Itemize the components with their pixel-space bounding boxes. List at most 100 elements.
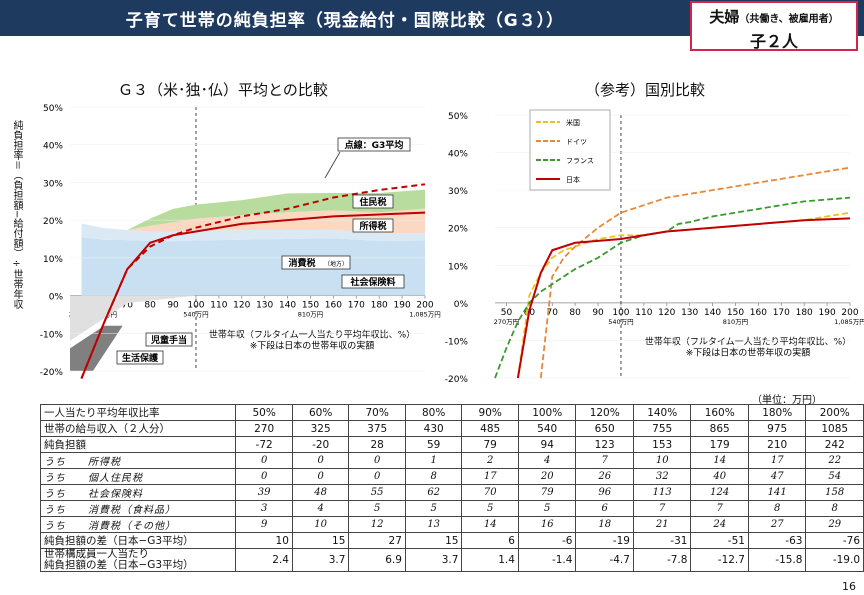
- table-cell: 20: [517, 468, 577, 485]
- data-table: 一人当たり平均年収比率 50% 60% 70% 80% 90% 100% 120% 140% 16…: [39, 404, 864, 572]
- right-x-tick-label: 150: [727, 308, 744, 318]
- left-chart: 50%40%30%20%10%0%-10%-20%506070809010011…: [40, 104, 864, 385]
- series-germany-line: [539, 166, 851, 379]
- right-x-tick-label: 190: [819, 308, 836, 318]
- consumption-tax-label-box: [281, 255, 351, 270]
- table-row: うち 社会保険料 39 48 55 62 70 79 96 113 124 141 158: [39, 484, 864, 501]
- right-x-tick-label: 130: [681, 308, 698, 318]
- table-header-cell: 160%: [690, 404, 749, 421]
- table-cell: 325: [291, 420, 350, 437]
- right-x-tick-label: 160: [750, 308, 767, 318]
- table-row-label: 純負担額の差（日本−G3平均）: [39, 532, 237, 549]
- table-row-label: うち 個人住民税: [39, 468, 237, 485]
- table-cell: 15: [404, 532, 463, 549]
- table-cell: 210: [747, 436, 807, 453]
- unit-label: （単位：万円）: [752, 395, 822, 406]
- legend-japan-label: 日本: [566, 175, 580, 184]
- income-tax-label: 所得税: [359, 220, 386, 232]
- right-y-tick-label: 0%: [454, 300, 469, 310]
- badge-employment: （共働き、被雇用者）: [739, 14, 839, 25]
- table-cell: 6: [461, 532, 519, 549]
- right-y-tick-label: 30%: [448, 187, 468, 197]
- child-allowance-label-box: [145, 332, 193, 347]
- table-cell: 3.7: [404, 548, 463, 572]
- table-cell: 0: [291, 452, 350, 469]
- table-row: うち 個人住民税 0 0 0 8 17 20 26 32 40 47 54: [39, 468, 864, 485]
- table-cell: 21: [632, 516, 692, 533]
- left-y-tick-label: -20%: [40, 368, 64, 378]
- right-x-tick-label: 180: [796, 308, 813, 318]
- table-cell: 13: [404, 516, 463, 533]
- table-cell: 124: [690, 484, 749, 501]
- right-y-tick-label: 40%: [448, 150, 468, 160]
- right-y-tick-label: 20%: [448, 225, 468, 235]
- left-x-tick-label: 190: [394, 301, 411, 311]
- table-cell: 40: [690, 468, 749, 485]
- table-header-cell: 60%: [291, 404, 350, 421]
- table-cell: 430: [404, 420, 463, 437]
- g3-average-line: [80, 183, 426, 379]
- table-cell: 55: [348, 484, 406, 501]
- table-cell: 79: [517, 484, 577, 501]
- table-cell: 28: [348, 436, 406, 453]
- table-cell: -63: [747, 532, 807, 549]
- right-x-axis-label: 世帯年収（フルタイム一人当たり平均年収比、%）: [645, 335, 851, 347]
- table-row-label: うち 社会保険料: [39, 484, 237, 501]
- table-header-cell: 90%: [461, 404, 519, 421]
- table-cell: 7: [575, 452, 634, 469]
- table-header-cell: 100%: [517, 404, 577, 421]
- table-cell: 375: [348, 420, 406, 437]
- left-x-tick-label: 80: [144, 301, 156, 311]
- table-cell: -12.7: [690, 548, 749, 572]
- table-header-row: 一人当たり平均年収比率 50% 60% 70% 80% 90% 100% 120% 140% 16…: [39, 404, 864, 421]
- left-y-tick-label: 0%: [49, 293, 64, 303]
- table-cell: 153: [632, 436, 692, 453]
- household-badge: 夫婦（共働き、被雇用者） 子２人: [690, 1, 858, 51]
- table-cell: 62: [404, 484, 463, 501]
- child-allowance-label: 児童手当: [150, 334, 187, 346]
- left-y-tick-label: 10%: [43, 255, 63, 265]
- left-y-tick-label: 40%: [43, 142, 63, 152]
- legend-box: [529, 109, 611, 191]
- table-cell: -72: [235, 436, 293, 453]
- table-cell: 4: [291, 500, 350, 517]
- right-x-tick-label: 80: [569, 308, 581, 318]
- table-cell: 123: [575, 436, 634, 453]
- table-cell: 1: [404, 452, 463, 469]
- table-cell: 79: [461, 436, 519, 453]
- right-x-tick-label: 120: [658, 308, 675, 318]
- table-cell: 485: [461, 420, 519, 437]
- left-x-tick-label: 70: [122, 301, 134, 311]
- left-x-tick-label: 200: [416, 301, 433, 311]
- table-cell: 5: [461, 500, 519, 517]
- table-cell: 7: [690, 500, 749, 517]
- badge-couple: 夫婦: [709, 8, 740, 26]
- table-cell: -51: [690, 532, 749, 549]
- table-cell: 24: [690, 516, 749, 533]
- right-chart-title: （参考）国別比較: [585, 81, 706, 99]
- page-title: 子育て世帯の純負担率（現金給付・国際比較（G３））: [125, 11, 565, 31]
- right-y-tick-label: -10%: [445, 337, 469, 347]
- table-header-cell: 70%: [348, 404, 406, 421]
- table-row-label: うち 消費税（その他）: [39, 516, 237, 533]
- table-cell: 113: [632, 484, 692, 501]
- welfare-area: [70, 325, 123, 371]
- left-x-sub-label: 540万円: [183, 311, 208, 319]
- table-header-cell: 一人当たり平均年収比率: [39, 404, 237, 421]
- table-cell: 18: [575, 516, 634, 533]
- income-tax-area: [81, 208, 426, 233]
- left-x-tick-label: 170: [348, 301, 365, 311]
- table-cell: 242: [805, 436, 864, 453]
- table-row-label: うち 所得税: [39, 452, 237, 469]
- series-france-line: [494, 196, 851, 379]
- table-row-label: 世帯の給与収入（２人分）: [39, 420, 237, 437]
- left-x-tick-label: 180: [371, 301, 388, 311]
- social-insurance-label-box: [341, 274, 405, 289]
- table-cell: 3: [235, 500, 293, 517]
- right-x-tick-label: 100: [612, 308, 629, 318]
- table-cell: 1.4: [461, 548, 519, 572]
- left-x-tick-label: 140: [279, 301, 296, 311]
- table-cell: 27: [348, 532, 406, 549]
- table-cell: -6: [517, 532, 577, 549]
